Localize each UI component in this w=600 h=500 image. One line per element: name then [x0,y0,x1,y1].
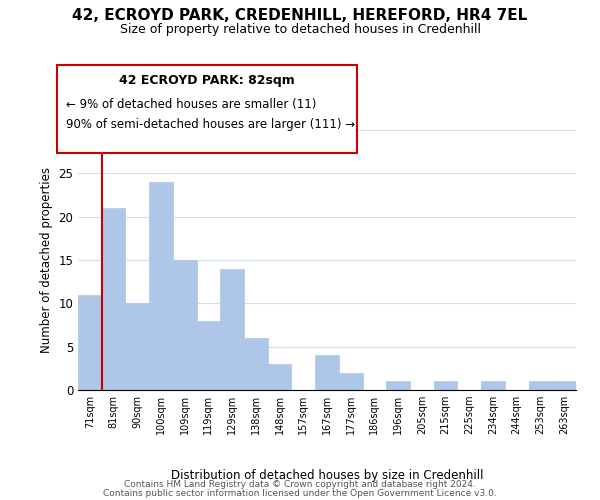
Text: 42 ECROYD PARK: 82sqm: 42 ECROYD PARK: 82sqm [119,74,295,87]
Text: 42, ECROYD PARK, CREDENHILL, HEREFORD, HR4 7EL: 42, ECROYD PARK, CREDENHILL, HEREFORD, H… [73,8,527,22]
Bar [173,260,197,390]
Bar [386,382,410,390]
Text: ← 9% of detached houses are smaller (11): ← 9% of detached houses are smaller (11) [66,98,316,110]
Text: Distribution of detached houses by size in Credenhill: Distribution of detached houses by size … [171,470,483,482]
Text: Contains public sector information licensed under the Open Government Licence v3: Contains public sector information licen… [103,488,497,498]
Bar [481,382,505,390]
Text: Contains HM Land Registry data © Crown copyright and database right 2024.: Contains HM Land Registry data © Crown c… [124,480,476,489]
Bar [102,208,125,390]
Bar [434,382,457,390]
Bar [315,356,339,390]
Bar [220,268,244,390]
Bar [268,364,292,390]
Bar [125,304,149,390]
Bar [339,372,362,390]
Bar [244,338,268,390]
Text: 90% of semi-detached houses are larger (111) →: 90% of semi-detached houses are larger (… [66,118,355,130]
Bar [149,182,173,390]
Bar [529,382,552,390]
Bar [197,320,220,390]
Bar [552,382,576,390]
Text: Size of property relative to detached houses in Credenhill: Size of property relative to detached ho… [119,22,481,36]
Bar [78,294,102,390]
Y-axis label: Number of detached properties: Number of detached properties [40,167,53,353]
